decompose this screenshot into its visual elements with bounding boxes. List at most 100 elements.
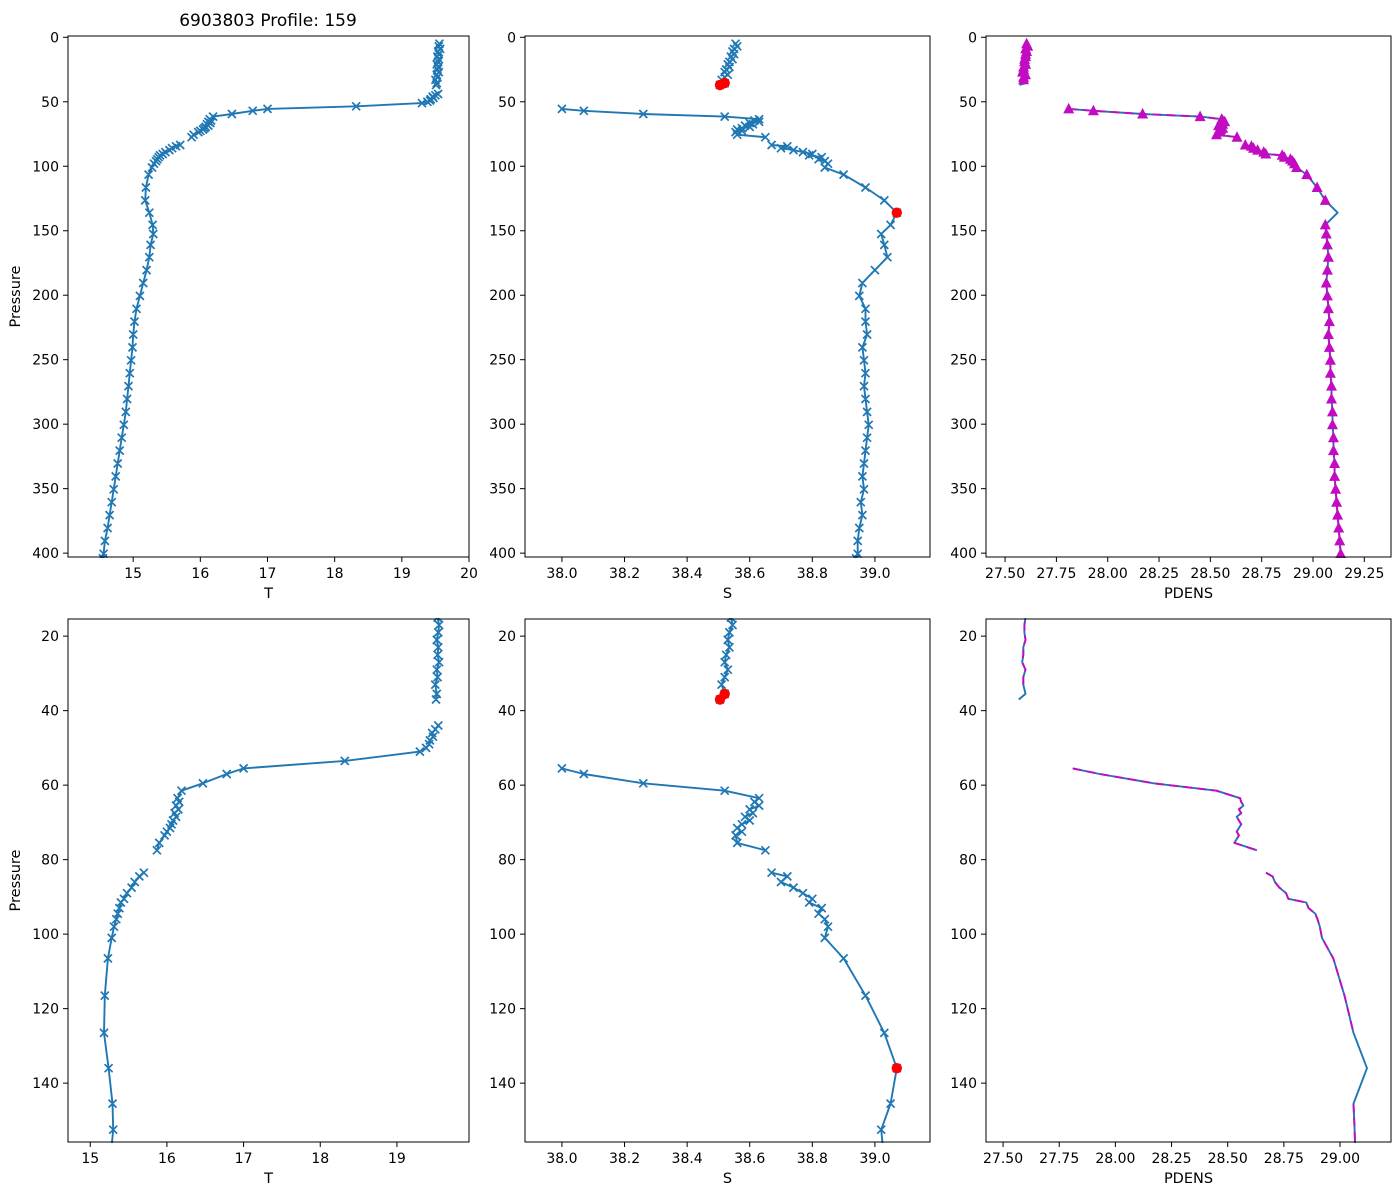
y-tick-label: 350 xyxy=(32,482,59,498)
data-pdens-full xyxy=(1017,37,1347,558)
y-tick-label: 350 xyxy=(489,482,516,498)
x-tick-label: 39.0 xyxy=(859,566,890,582)
x-axis-label-temperature-full: T xyxy=(263,586,273,602)
y-tick-label: 150 xyxy=(950,224,977,240)
y-tick-label: 0 xyxy=(507,30,516,46)
x-tick-label: 16 xyxy=(158,1151,176,1167)
axes-background xyxy=(68,36,469,557)
y-tick-label: 60 xyxy=(498,778,516,794)
y-tick-label: 80 xyxy=(959,853,977,869)
y-axis-label-temperature-full: Pressure xyxy=(8,265,24,327)
y-tick-label: 140 xyxy=(950,1076,977,1092)
ticks-temperature-zoom: 15 16 17 18 19 20 40 60 80 100 120 140 xyxy=(32,629,406,1167)
y-tick-label: 100 xyxy=(950,159,977,175)
flagged-point xyxy=(714,79,726,91)
y-tick-label: 50 xyxy=(498,95,516,111)
y-tick-label: 250 xyxy=(32,353,59,369)
x-axis-label-salinity-zoom: S xyxy=(723,1171,732,1187)
x-tick-label: 39.0 xyxy=(859,1151,890,1167)
y-tick-label: 250 xyxy=(489,353,516,369)
y-tick-label: 140 xyxy=(489,1076,516,1092)
y-tick-label: 300 xyxy=(32,417,59,433)
y-tick-label: 0 xyxy=(50,30,59,46)
axes-frame xyxy=(67,35,470,558)
y-tick-label: 80 xyxy=(41,853,59,869)
x-axis-label-pdens-full: PDENS xyxy=(1164,586,1213,602)
y-tick-label: 120 xyxy=(32,1002,59,1018)
y-tick-label: 120 xyxy=(489,1002,516,1018)
y-tick-label: 200 xyxy=(950,288,977,304)
x-tick-label: 28.50 xyxy=(1190,566,1230,582)
x-tick-label: 29.25 xyxy=(1344,566,1384,582)
y-tick-label: 300 xyxy=(950,417,977,433)
x-tick-label: 38.4 xyxy=(672,566,703,582)
flagged-point xyxy=(891,1063,902,1074)
x-tick-label: 27.75 xyxy=(1039,1151,1079,1167)
y-tick-label: 400 xyxy=(32,546,59,562)
x-tick-label: 27.75 xyxy=(1036,566,1076,582)
ticks-salinity-full: 38.0 38.2 38.4 38.6 38.8 39.0 0 50 100 150 200 250 3… xyxy=(489,30,890,582)
subplot-temperature-zoom: 15 16 17 18 19 20 40 60 80 100 120 140 T Pressure xyxy=(8,618,470,1187)
x-tick-label: 28.00 xyxy=(1095,1151,1135,1167)
y-tick-label: 60 xyxy=(41,778,59,794)
y-tick-label: 40 xyxy=(959,704,977,720)
y-tick-label: 100 xyxy=(950,927,977,943)
x-axis-label-salinity-full: S xyxy=(723,586,732,602)
x-tick-label: 18 xyxy=(311,1151,329,1167)
x-tick-label: 16 xyxy=(191,566,209,582)
temperature-line-zoom-markers xyxy=(99,618,444,1135)
y-tick-label: 150 xyxy=(489,224,516,240)
axes-frame xyxy=(67,618,470,1143)
x-tick-label: 38.2 xyxy=(609,566,640,582)
x-tick-label: 38.0 xyxy=(546,1151,577,1167)
data-salinity-full xyxy=(557,39,902,558)
x-tick-label: 38.0 xyxy=(546,566,577,582)
y-tick-label: 50 xyxy=(959,95,977,111)
x-tick-label: 28.50 xyxy=(1208,1151,1248,1167)
axes-background xyxy=(68,619,469,1142)
x-tick-label: 15 xyxy=(124,566,142,582)
axes-background xyxy=(986,36,1391,557)
x-tick-label: 18 xyxy=(326,566,344,582)
x-tick-label: 15 xyxy=(81,1151,99,1167)
y-tick-label: 100 xyxy=(489,159,516,175)
y-tick-label: 50 xyxy=(41,95,59,111)
subplot-pdens-zoom: 27.50 27.75 28.00 28.25 28.50 28.75 29.00 20 40 6… xyxy=(950,618,1392,1187)
x-tick-label: 38.8 xyxy=(797,566,828,582)
salinity-line-zoom-markers xyxy=(557,618,902,1135)
y-tick-label: 0 xyxy=(968,30,977,46)
axes-frame xyxy=(985,618,1392,1143)
subplots-group: 15 16 17 18 19 20050100150200250300350400TPre… xyxy=(8,30,1392,1187)
x-tick-label: 28.00 xyxy=(1088,566,1128,582)
figure-title: 6903803 Profile: 159 xyxy=(179,11,357,31)
x-tick-label: 17 xyxy=(235,1151,253,1167)
y-tick-label: 200 xyxy=(32,288,59,304)
subplot-salinity-zoom: 38.0 38.2 38.4 38.6 38.8 39.0 20 40 60 80 100 120 14… xyxy=(489,618,931,1187)
x-tick-label: 38.8 xyxy=(797,1151,828,1167)
x-tick-label: 29.00 xyxy=(1293,566,1333,582)
y-axis-label-temperature-zoom: Pressure xyxy=(8,849,24,911)
x-tick-label: 28.25 xyxy=(1151,1151,1191,1167)
axes-frame xyxy=(985,35,1392,558)
axes-frame xyxy=(524,35,931,558)
y-tick-label: 60 xyxy=(959,778,977,794)
y-tick-label: 20 xyxy=(41,629,59,645)
y-tick-label: 40 xyxy=(41,704,59,720)
subplot-pdens-full: 27.50 27.75 28.00 28.25 28.50 28.75 29.00 29.25… xyxy=(950,30,1392,602)
salinity-line-markers xyxy=(557,39,902,558)
x-tick-label: 27.50 xyxy=(985,566,1025,582)
x-tick-label: 38.2 xyxy=(609,1151,640,1167)
y-tick-label: 400 xyxy=(950,546,977,562)
y-tick-label: 300 xyxy=(489,417,516,433)
y-tick-label: 100 xyxy=(489,927,516,943)
flagged-point xyxy=(714,694,726,705)
x-axis-label-pdens-zoom: PDENS xyxy=(1164,1171,1213,1187)
x-tick-label: 27.50 xyxy=(983,1151,1023,1167)
subplot-temperature-full: 15 16 17 18 19 20050100150200250300350400TPre… xyxy=(8,30,478,602)
subplot-salinity-full: 38.0 38.2 38.4 38.6 38.8 39.0 0 50 100 150 200 250 3… xyxy=(489,30,931,602)
flagged-salinity-points-zoom xyxy=(714,688,902,1074)
x-tick-label: 19 xyxy=(388,1151,406,1167)
